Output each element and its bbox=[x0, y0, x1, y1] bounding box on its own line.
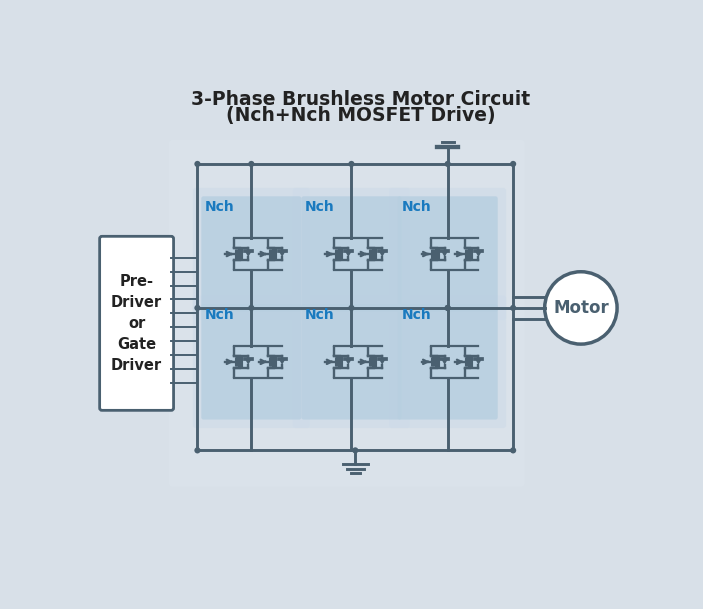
FancyBboxPatch shape bbox=[302, 196, 401, 312]
Polygon shape bbox=[441, 359, 448, 365]
Text: Nch: Nch bbox=[401, 308, 431, 322]
FancyBboxPatch shape bbox=[201, 196, 302, 312]
Text: Pre-
Driver
or
Gate
Driver: Pre- Driver or Gate Driver bbox=[111, 274, 162, 373]
Circle shape bbox=[248, 305, 254, 311]
Text: Nch: Nch bbox=[305, 308, 335, 322]
FancyBboxPatch shape bbox=[293, 295, 410, 428]
Circle shape bbox=[194, 447, 200, 454]
FancyBboxPatch shape bbox=[398, 196, 498, 312]
Text: Nch: Nch bbox=[205, 200, 235, 214]
Text: 3-Phase Brushless Motor Circuit: 3-Phase Brushless Motor Circuit bbox=[191, 90, 530, 109]
FancyBboxPatch shape bbox=[193, 188, 310, 320]
Polygon shape bbox=[345, 251, 352, 257]
FancyBboxPatch shape bbox=[389, 188, 506, 320]
FancyBboxPatch shape bbox=[193, 295, 310, 428]
Polygon shape bbox=[278, 251, 285, 257]
FancyBboxPatch shape bbox=[201, 304, 302, 420]
Polygon shape bbox=[278, 359, 285, 365]
Circle shape bbox=[194, 305, 200, 311]
Polygon shape bbox=[379, 359, 386, 365]
Polygon shape bbox=[441, 251, 448, 257]
FancyBboxPatch shape bbox=[293, 188, 410, 320]
FancyBboxPatch shape bbox=[398, 304, 498, 420]
FancyBboxPatch shape bbox=[100, 236, 174, 410]
Polygon shape bbox=[245, 251, 252, 257]
Circle shape bbox=[248, 161, 254, 167]
Text: Motor: Motor bbox=[553, 299, 609, 317]
FancyBboxPatch shape bbox=[169, 140, 524, 487]
Circle shape bbox=[510, 305, 516, 311]
Polygon shape bbox=[379, 251, 386, 257]
Circle shape bbox=[194, 161, 200, 167]
Text: (Nch+Nch MOSFET Drive): (Nch+Nch MOSFET Drive) bbox=[226, 106, 496, 125]
Text: Nch: Nch bbox=[305, 200, 335, 214]
Circle shape bbox=[349, 161, 354, 167]
Polygon shape bbox=[345, 359, 352, 365]
Circle shape bbox=[444, 305, 451, 311]
Circle shape bbox=[444, 305, 451, 311]
Circle shape bbox=[352, 447, 359, 454]
Polygon shape bbox=[245, 359, 252, 365]
Text: Nch: Nch bbox=[401, 200, 431, 214]
FancyBboxPatch shape bbox=[389, 295, 506, 428]
Circle shape bbox=[444, 161, 451, 167]
Text: Nch: Nch bbox=[205, 308, 235, 322]
Circle shape bbox=[510, 447, 516, 454]
Circle shape bbox=[545, 272, 617, 344]
FancyBboxPatch shape bbox=[302, 304, 401, 420]
Polygon shape bbox=[475, 359, 482, 365]
Circle shape bbox=[510, 161, 516, 167]
Circle shape bbox=[349, 305, 354, 311]
Polygon shape bbox=[475, 251, 482, 257]
